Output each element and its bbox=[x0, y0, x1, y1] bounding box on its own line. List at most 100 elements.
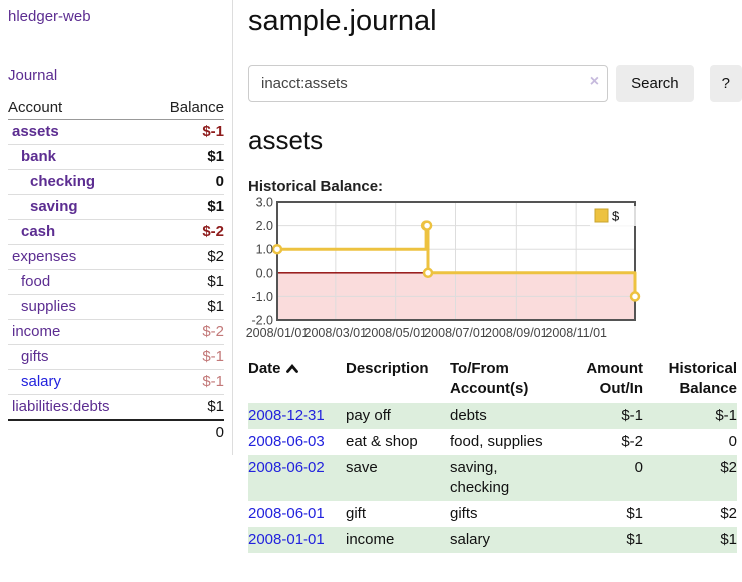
account-link[interactable]: salary bbox=[21, 373, 62, 390]
accounts-header-row: Account Balance bbox=[8, 96, 224, 120]
transaction-balance: $2 bbox=[720, 505, 737, 522]
historical-balance-chart: $3.0 2.0 1.0 0.0 -1.0 -2.02008/01/012008/03/0… bbox=[246, 196, 641, 340]
chart-border bbox=[276, 201, 636, 321]
account-balance: $-1 bbox=[148, 369, 224, 395]
account-row: salary $-1 bbox=[8, 369, 224, 395]
account-balance: $-2 bbox=[148, 219, 224, 245]
register-row: 2008-01-01 income salary $1 $1 bbox=[248, 527, 737, 553]
sort-ascending-icon[interactable] bbox=[285, 360, 299, 380]
clear-search-icon[interactable]: × bbox=[589, 73, 600, 90]
svg-text:2008/07/01: 2008/07/01 bbox=[424, 326, 487, 340]
account-link[interactable]: bank bbox=[21, 148, 57, 165]
search-form: × Search ? bbox=[248, 65, 742, 102]
svg-text:1.0: 1.0 bbox=[256, 243, 273, 257]
account-row: checking 0 bbox=[8, 169, 224, 195]
accounts-total-row: 0 bbox=[8, 419, 224, 445]
account-balance: $1 bbox=[148, 394, 224, 420]
register-row: 2008-06-02 save saving, checking 0 $2 bbox=[248, 455, 737, 501]
account-balance: $1 bbox=[148, 294, 224, 320]
help-button[interactable]: ? bbox=[709, 65, 742, 102]
svg-text:3.0: 3.0 bbox=[256, 196, 273, 210]
account-balance: $1 bbox=[148, 144, 224, 170]
account-balance: $-2 bbox=[148, 319, 224, 345]
account-row: food $1 bbox=[8, 269, 224, 295]
transaction-date-link[interactable]: 2008-06-02 bbox=[248, 459, 325, 476]
accounts-col-balance: Balance bbox=[148, 96, 224, 120]
account-row: cash $-2 bbox=[8, 219, 224, 245]
register-col-accounts: To/From Account(s) bbox=[450, 360, 529, 397]
register-col-description: Description bbox=[346, 360, 429, 377]
register-row: 2008-06-01 gift gifts $1 $2 bbox=[248, 501, 737, 527]
account-link[interactable]: saving bbox=[30, 198, 78, 215]
transaction-date-link[interactable]: 2008-06-01 bbox=[248, 505, 325, 522]
svg-text:-1.0: -1.0 bbox=[251, 290, 273, 304]
account-row: liabilities:debts $1 bbox=[8, 394, 224, 420]
transaction-balance: 0 bbox=[728, 433, 737, 450]
register-header-row: Date Description To/From Account(s) Amoun… bbox=[248, 357, 737, 403]
account-link[interactable]: cash bbox=[21, 223, 56, 240]
transaction-amount: $-1 bbox=[621, 407, 643, 424]
account-link[interactable]: food bbox=[21, 273, 51, 290]
search-input[interactable] bbox=[248, 65, 609, 102]
svg-text:-2.0: -2.0 bbox=[251, 314, 273, 328]
account-balance: $2 bbox=[148, 244, 224, 270]
account-row: saving $1 bbox=[8, 194, 224, 220]
register-col-amount: Amount Out/In bbox=[586, 360, 643, 397]
app-brand: hledger-web bbox=[8, 8, 224, 25]
transaction-amount: $1 bbox=[626, 531, 643, 548]
account-heading: assets bbox=[248, 125, 324, 155]
transaction-description: eat & shop bbox=[346, 433, 418, 450]
accounts-col-account: Account bbox=[8, 96, 149, 120]
account-row: income $-2 bbox=[8, 319, 224, 345]
chart-legend: $ bbox=[590, 206, 640, 226]
sidebar-item-journal[interactable]: Journal bbox=[8, 67, 58, 84]
account-link[interactable]: expenses bbox=[12, 248, 77, 265]
account-row: gifts $-1 bbox=[8, 344, 224, 370]
accounts-total-value: 0 bbox=[148, 419, 224, 445]
svg-text:2008/01/01: 2008/01/01 bbox=[246, 326, 309, 340]
account-link[interactable]: income bbox=[12, 323, 61, 340]
transaction-date-link[interactable]: 2008-12-31 bbox=[248, 407, 325, 424]
account-link[interactable]: liabilities:debts bbox=[12, 398, 110, 415]
account-link[interactable]: checking bbox=[30, 173, 96, 190]
series-markers bbox=[271, 220, 641, 302]
transaction-date-link[interactable]: 2008-06-03 bbox=[248, 433, 325, 450]
transaction-accounts: salary bbox=[450, 531, 491, 548]
transaction-description: save bbox=[346, 459, 378, 476]
account-row: assets $-1 bbox=[8, 120, 224, 145]
brand-link[interactable]: hledger-web bbox=[8, 8, 91, 25]
sidebar-nav: Journal bbox=[8, 67, 224, 84]
transaction-accounts: gifts bbox=[450, 505, 478, 522]
svg-text:2008/09/01: 2008/09/01 bbox=[485, 326, 548, 340]
transaction-description: pay off bbox=[346, 407, 391, 424]
account-row: supplies $1 bbox=[8, 294, 224, 320]
search-input-wrap: × bbox=[248, 65, 609, 102]
register-row: 2008-12-31 pay off debts $-1 $-1 bbox=[248, 403, 737, 429]
transaction-accounts: food, supplies bbox=[450, 433, 543, 450]
account-link[interactable]: assets bbox=[12, 123, 59, 140]
transaction-description: gift bbox=[346, 505, 367, 522]
transaction-date-link[interactable]: 2008-01-01 bbox=[248, 531, 325, 548]
register-row: 2008-06-03 eat & shop food, supplies $-2 0 bbox=[248, 429, 737, 455]
search-button[interactable]: Search bbox=[616, 65, 694, 102]
register-col-date[interactable]: Date bbox=[248, 357, 346, 403]
transaction-description: income bbox=[346, 531, 395, 548]
transaction-balance: $2 bbox=[720, 459, 737, 476]
transaction-amount: $-2 bbox=[621, 433, 643, 450]
accounts-total-spacer bbox=[8, 419, 149, 445]
svg-text:2.0: 2.0 bbox=[256, 219, 273, 233]
x-axis-labels: 2008/01/012008/03/012008/05/012008/07/01… bbox=[246, 326, 607, 340]
page-title: sample.journal bbox=[248, 5, 437, 37]
transaction-balance: $-1 bbox=[715, 407, 737, 424]
legend-swatch bbox=[594, 208, 609, 223]
legend-label: $ bbox=[612, 209, 620, 224]
transaction-accounts: debts bbox=[450, 407, 487, 424]
accounts-table: Account Balance assets $-1 bank $1 checking 0… bbox=[8, 96, 224, 445]
y-axis-labels: 3.0 2.0 1.0 0.0 -1.0 -2.0 bbox=[251, 196, 273, 328]
register-col-balance: Historical Balance bbox=[668, 360, 737, 397]
account-link[interactable]: supplies bbox=[21, 298, 77, 315]
account-balance: 0 bbox=[148, 169, 224, 195]
account-link[interactable]: gifts bbox=[21, 348, 49, 365]
svg-text:2008/11/01: 2008/11/01 bbox=[545, 326, 607, 340]
register-table: Date Description To/From Account(s) Amoun… bbox=[248, 357, 737, 553]
